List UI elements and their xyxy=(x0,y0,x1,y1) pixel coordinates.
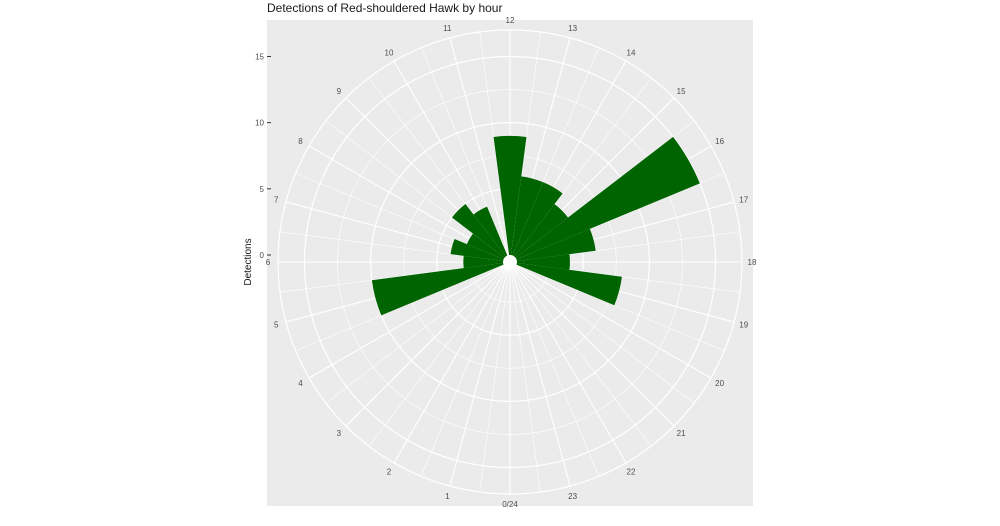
hour-label: 20 xyxy=(715,379,724,388)
bar-hour-18 xyxy=(516,254,570,270)
y-tick-label: 0 xyxy=(260,251,265,260)
hour-label: 4 xyxy=(298,379,303,388)
hour-label: 12 xyxy=(506,16,515,25)
y-tick-label: 10 xyxy=(255,119,264,128)
y-axis: 0 5 10 15 xyxy=(255,52,271,260)
major-spoke xyxy=(449,261,511,487)
minor-spoke xyxy=(509,261,541,493)
minor-spoke xyxy=(368,261,511,447)
hour-label: 11 xyxy=(443,24,452,33)
minor-spoke xyxy=(479,261,511,493)
hour-label: 15 xyxy=(677,87,686,96)
major-spoke xyxy=(449,37,511,263)
bar-hour-12 xyxy=(493,135,527,256)
bar-hour-15 xyxy=(514,203,569,258)
hour-label: 3 xyxy=(337,429,342,438)
hour-label: 18 xyxy=(748,258,757,267)
major-spoke xyxy=(393,261,511,464)
hour-label: 17 xyxy=(739,195,748,204)
bar-hour-7 xyxy=(450,239,504,262)
y-tick-label: 5 xyxy=(260,185,265,194)
hour-labels: 0/24123456789101112131415161718192021222… xyxy=(266,16,757,509)
hour-label: 6 xyxy=(266,258,271,267)
major-spoke xyxy=(509,261,571,487)
chart-title: Detections of Red-shouldered Hawk by hou… xyxy=(267,1,502,15)
minor-spoke xyxy=(295,261,511,352)
minor-spoke xyxy=(509,261,695,404)
y-tick-label: 15 xyxy=(255,52,264,61)
bar-hour-8 xyxy=(466,233,505,260)
hour-label: 5 xyxy=(274,321,279,330)
hour-label: 7 xyxy=(274,195,279,204)
bar-hour-9 xyxy=(451,203,506,258)
bars xyxy=(371,135,700,316)
minor-spoke xyxy=(325,261,511,404)
minor-spoke xyxy=(509,261,725,352)
major-spoke xyxy=(308,261,511,379)
major-spoke xyxy=(509,261,712,379)
hour-label: 23 xyxy=(568,492,577,501)
minor-spoke xyxy=(420,261,511,477)
major-spoke xyxy=(509,261,675,427)
hour-label: 10 xyxy=(385,48,394,57)
hour-label: 9 xyxy=(337,87,342,96)
bar-hour-19 xyxy=(516,262,622,306)
minor-spoke xyxy=(509,261,652,447)
hour-label: 8 xyxy=(298,137,303,146)
bar-hour-6 xyxy=(463,255,504,269)
hour-label: 1 xyxy=(445,492,450,501)
bar-hour-14 xyxy=(512,182,563,257)
bar-hour-16 xyxy=(515,136,700,260)
grid xyxy=(277,29,743,495)
hour-label: 13 xyxy=(568,24,577,33)
hour-label: 0/24 xyxy=(502,500,518,509)
minor-spoke xyxy=(420,47,511,263)
hour-label: 14 xyxy=(627,48,636,57)
hour-label: 16 xyxy=(715,137,724,146)
hour-label: 22 xyxy=(627,468,636,477)
bar-hour-13 xyxy=(510,176,544,256)
major-spoke xyxy=(345,261,511,427)
bar-hour-17 xyxy=(516,228,596,262)
hour-label: 21 xyxy=(677,429,686,438)
bar-hour-5 xyxy=(371,262,504,316)
hour-label: 19 xyxy=(739,321,748,330)
major-spoke xyxy=(509,261,627,464)
hour-label: 2 xyxy=(387,468,392,477)
bar-hour-10 xyxy=(473,206,508,257)
y-axis-label: Detections xyxy=(243,238,254,285)
minor-spoke xyxy=(509,261,600,477)
